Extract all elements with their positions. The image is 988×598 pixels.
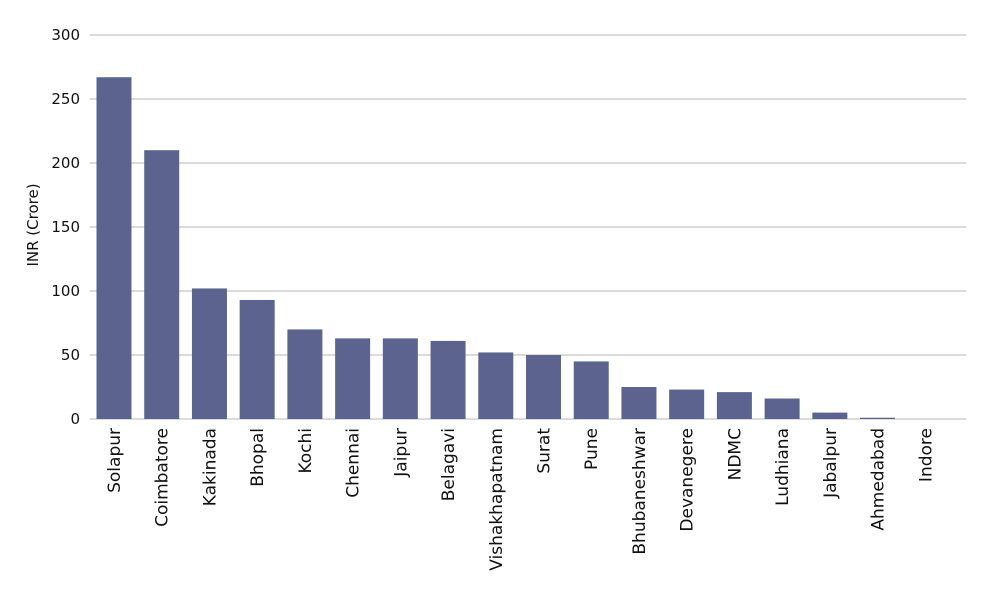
y-tick-label: 100 — [51, 282, 80, 300]
x-tick-label-ndmc: NDMC — [725, 428, 745, 480]
x-tick-label-kakinada: Kakinada — [200, 428, 220, 506]
y-tick-label: 0 — [70, 410, 80, 428]
bar-chennai — [335, 338, 371, 419]
bar-surat — [526, 355, 561, 419]
bar-ahmedabad — [860, 417, 896, 419]
x-tick-label-bhopal: Bhopal — [248, 428, 268, 487]
bar-solapur — [96, 77, 132, 420]
x-tick-label-solapur: Solapur — [105, 428, 125, 493]
x-tick-label-vishakhapatnam: Vishakhapatnam — [487, 428, 507, 571]
x-axis-tick-labels: Solapur Coimbatore Kakinada Bhopal Kochi Chen… — [105, 428, 936, 571]
x-tick-label-jabalpur: Jabalpur — [821, 428, 841, 499]
y-tick-label: 150 — [51, 218, 80, 236]
bar-kochi — [287, 329, 323, 419]
y-tick-label: 250 — [51, 90, 80, 108]
bars — [96, 77, 896, 420]
bar-bhubaneshwar — [621, 387, 657, 419]
x-tick-label-coimbatore: Coimbatore — [153, 428, 173, 527]
x-tick-label-ahmedabad: Ahmedabad — [869, 428, 889, 531]
bar-pune — [573, 361, 609, 419]
x-tick-label-chennai: Chennai — [344, 428, 364, 498]
x-tick-label-jaipur: Jaipur — [391, 428, 411, 478]
x-tick-label-pune: Pune — [582, 428, 602, 470]
bar-jabalpur — [812, 412, 848, 419]
x-tick-label-bhubaneshwar: Bhubaneshwar — [630, 428, 650, 555]
bar-vishakhapatnam — [478, 352, 514, 419]
x-tick-label-surat: Surat — [535, 428, 555, 474]
x-tick-label-ludhiana: Ludhiana — [773, 428, 793, 506]
bar-ndmc — [716, 392, 752, 419]
bar-jaipur — [382, 338, 418, 419]
bar-kakinada — [191, 288, 227, 419]
bar-belagavi — [430, 340, 466, 419]
bar-bhopal — [239, 299, 275, 419]
x-tick-label-belagavi: Belagavi — [439, 428, 459, 501]
bar-ludhiana — [764, 398, 800, 419]
bar-coimbatore — [144, 150, 180, 419]
gridlines — [90, 34, 966, 420]
y-axis-tick-labels: 0 50 100 150 200 250 300 — [51, 26, 80, 428]
x-tick-label-kochi: Kochi — [296, 428, 316, 474]
x-tick-label-indore: Indore — [916, 428, 936, 482]
y-axis-title: INR (Crore) — [24, 183, 42, 266]
y-tick-label: 300 — [51, 26, 80, 44]
y-tick-label: 200 — [51, 154, 80, 172]
bar-devanegere — [669, 389, 705, 419]
y-tick-label: 50 — [61, 346, 80, 364]
x-tick-label-devanegere: Devanegere — [678, 428, 698, 532]
